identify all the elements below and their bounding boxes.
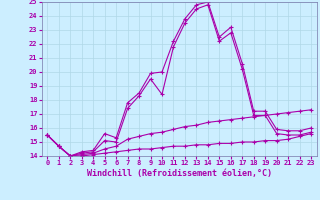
X-axis label: Windchill (Refroidissement éolien,°C): Windchill (Refroidissement éolien,°C) <box>87 169 272 178</box>
